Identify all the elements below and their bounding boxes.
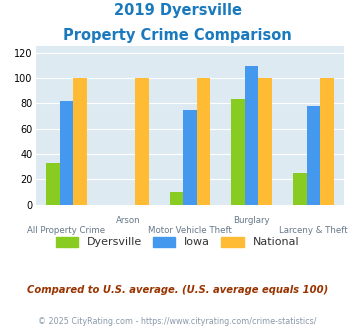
Bar [46, 163, 60, 205]
Bar [73, 78, 87, 205]
Legend: Dyersville, Iowa, National: Dyersville, Iowa, National [51, 232, 304, 252]
Bar [183, 110, 197, 205]
Bar [307, 106, 320, 205]
Bar [231, 99, 245, 205]
Text: Burglary: Burglary [233, 216, 270, 225]
Text: Larceny & Theft: Larceny & Theft [279, 226, 348, 235]
Text: © 2025 CityRating.com - https://www.cityrating.com/crime-statistics/: © 2025 CityRating.com - https://www.city… [38, 317, 317, 326]
Bar [293, 173, 307, 205]
Text: Property Crime Comparison: Property Crime Comparison [63, 28, 292, 43]
Bar [197, 78, 210, 205]
Text: Compared to U.S. average. (U.S. average equals 100): Compared to U.S. average. (U.S. average … [27, 285, 328, 295]
Bar [245, 66, 258, 205]
Bar [170, 192, 183, 205]
Text: All Property Crime: All Property Crime [27, 226, 105, 235]
Bar [60, 101, 73, 205]
Text: Arson: Arson [116, 216, 141, 225]
Text: Motor Vehicle Theft: Motor Vehicle Theft [148, 226, 232, 235]
Bar [320, 78, 334, 205]
Bar [135, 78, 148, 205]
Text: 2019 Dyersville: 2019 Dyersville [114, 3, 241, 18]
Bar [258, 78, 272, 205]
